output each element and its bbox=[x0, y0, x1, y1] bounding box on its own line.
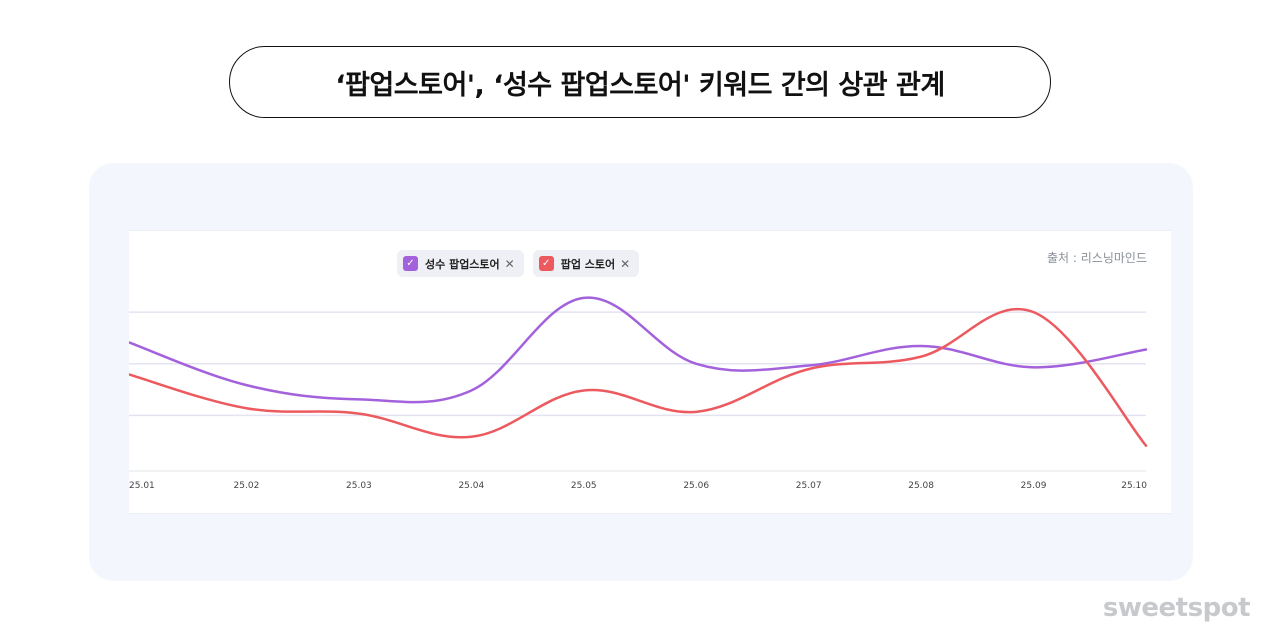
x-tick-label: 25.10 bbox=[1121, 481, 1147, 491]
x-tick-label: 25.03 bbox=[346, 481, 372, 491]
close-icon[interactable]: ✕ bbox=[504, 256, 515, 271]
close-icon[interactable]: ✕ bbox=[620, 256, 631, 271]
series-line-popup-store[interactable] bbox=[129, 307, 1148, 447]
line-chart: 25.01 25.02 25.03 25.04 25.05 25.06 25.07 25.08… bbox=[129, 296, 1148, 491]
brand-logo: sweetspot bbox=[1102, 593, 1251, 623]
x-tick-label: 25.01 bbox=[129, 481, 155, 491]
legend-label: 성수 팝업스토어 bbox=[425, 257, 500, 271]
x-tick-label: 25.05 bbox=[571, 481, 597, 491]
x-tick-label: 25.08 bbox=[908, 481, 934, 491]
check-icon[interactable]: ✓ bbox=[538, 256, 554, 271]
legend-item-seongsu-popup[interactable]: ✓ 성수 팝업스토어 ✕ bbox=[397, 250, 524, 277]
x-tick-label: 25.09 bbox=[1021, 481, 1047, 491]
legend-label: 팝업 스토어 bbox=[560, 257, 616, 271]
page-title: ‘팝업스토어', ‘성수 팝업스토어' 키워드 간의 상관 관계 bbox=[229, 46, 1051, 118]
x-tick-label: 25.06 bbox=[683, 481, 709, 491]
legend-item-popup-store[interactable]: ✓ 팝업 스토어 ✕ bbox=[532, 250, 640, 277]
check-icon[interactable]: ✓ bbox=[403, 256, 418, 271]
x-tick-label: 25.02 bbox=[234, 481, 260, 491]
source-note: 출처 : 리스닝마인드 bbox=[1047, 251, 1147, 265]
series-line-seongsu-popup[interactable] bbox=[129, 296, 1148, 404]
chart-legend: ✓ 성수 팝업스토어 ✕ ✓ 팝업 스토어 ✕ bbox=[397, 250, 640, 277]
x-tick-label: 25.04 bbox=[458, 481, 484, 491]
chart-card: 25.01 25.02 25.03 25.04 25.05 25.06 25.07 25.08… bbox=[129, 230, 1171, 514]
x-tick-label: 25.07 bbox=[796, 481, 822, 491]
